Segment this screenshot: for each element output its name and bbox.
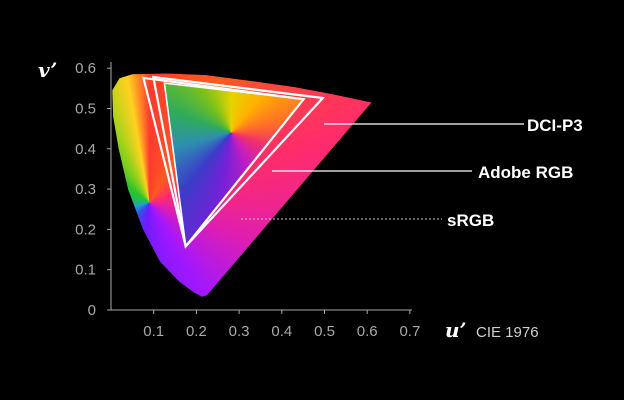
- axes: 0.1 0.2 0.3 0.4 0.5 0.6 0.7 0 0.1 0.2 0.3 0.4 0.5 0.…: [38, 58, 539, 342]
- y-tick-label: 0.2: [75, 221, 96, 238]
- y-tick-label: 0.5: [75, 101, 96, 118]
- gamut-triangles: [141, 75, 326, 249]
- x-tick-label: 0.2: [186, 323, 207, 340]
- dci-p3-label: DCI-P3: [527, 116, 583, 135]
- y-axis-title: v’: [38, 58, 57, 82]
- x-tick-label: 0.3: [229, 323, 250, 340]
- x-tick-label: 0.4: [271, 323, 292, 340]
- x-tick-label: 0.1: [143, 323, 164, 340]
- y-tick-label: 0.6: [75, 60, 96, 77]
- y-tick-label: 0: [88, 302, 96, 319]
- x-axis-title: u’: [445, 318, 467, 342]
- gamut-labels: DCI-P3 Adobe RGB sRGB: [241, 116, 583, 230]
- y-tick-label: 0.3: [75, 181, 96, 198]
- srgb-triangle: [163, 82, 306, 249]
- y-tick-label: 0.1: [75, 262, 96, 279]
- x-tick-label: 0.5: [314, 323, 335, 340]
- adobe-rgb-label: Adobe RGB: [478, 163, 573, 182]
- axis-caption: CIE 1976: [476, 324, 539, 341]
- srgb-label: sRGB: [447, 211, 494, 230]
- y-tick-label: 0.4: [75, 141, 96, 158]
- x-tick-label: 0.6: [357, 323, 378, 340]
- x-tick-label: 0.7: [399, 323, 420, 340]
- dci-triangle: [151, 75, 326, 249]
